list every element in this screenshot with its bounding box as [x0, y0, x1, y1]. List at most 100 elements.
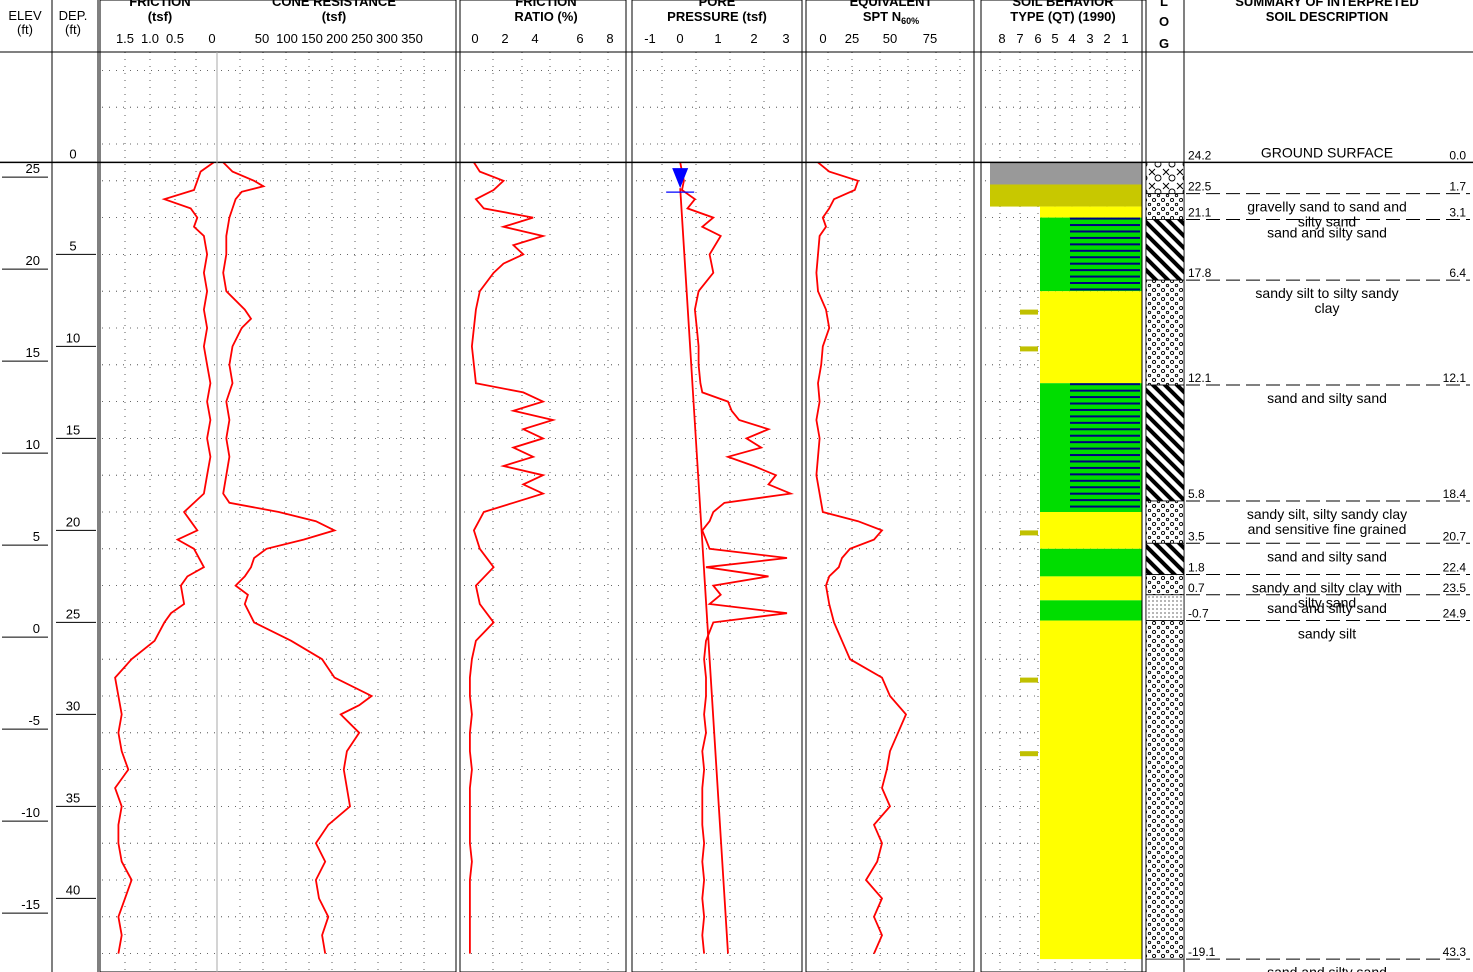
series-line — [222, 161, 374, 954]
friction-tick-label: 0 — [208, 31, 215, 46]
soil-behavior-streak — [1070, 441, 1140, 444]
groundwater-marker — [672, 168, 689, 189]
layer-top-elevation: -0.7 — [1188, 607, 1209, 621]
summary-unit: SOIL DESCRIPTION — [1266, 9, 1389, 24]
track-gridlines — [102, 52, 1142, 972]
friction-tick-label: 0.5 — [166, 31, 184, 46]
dep-header: DEP. — [59, 8, 88, 23]
soil-behavior-streak — [1070, 447, 1140, 450]
fr-tick-label: 4 — [531, 31, 538, 46]
soil-behavior-streak — [1070, 243, 1140, 246]
soil-behavior-band — [1040, 576, 1142, 601]
soil-behavior-streak — [1070, 434, 1140, 437]
elev-tick-label: 20 — [26, 253, 40, 268]
sbt-tick-label: 2 — [1103, 31, 1110, 46]
depth-tick-label: 5 — [69, 238, 76, 253]
soil-behavior-streak — [1070, 428, 1140, 431]
spt-tick-label: 75 — [923, 31, 937, 46]
soil-behavior-streak — [1070, 262, 1140, 265]
elev-unit: (ft) — [17, 22, 33, 37]
depth-tick-label: 10 — [66, 330, 80, 345]
fr-unit: RATIO (%) — [514, 9, 577, 24]
friction-header: FRICTION — [129, 0, 190, 9]
sbt-tick-label: 1 — [1121, 31, 1128, 46]
sbt-tick-label: 8 — [998, 31, 1005, 46]
cone-tick-label: 250 — [351, 31, 373, 46]
soil-behavior-band — [1040, 217, 1142, 292]
soil-behavior-streak — [1070, 466, 1140, 469]
layer-top-depth: 22.4 — [1443, 561, 1467, 575]
pore-tick-label: -1 — [644, 31, 656, 46]
track-border — [805, 0, 975, 972]
soil-behavior-streak — [1070, 421, 1140, 424]
layer-top-elevation: 21.1 — [1188, 205, 1212, 219]
layer-description: GROUND SURFACE — [1261, 144, 1393, 160]
layer-top-depth: 18.4 — [1443, 487, 1467, 501]
layer-description: sandy and silty clay with — [1252, 580, 1402, 596]
soil-behavior-band — [1040, 512, 1142, 549]
soil-behavior-streak — [1070, 256, 1140, 259]
layer-top-depth: 20.7 — [1443, 529, 1467, 543]
soil-behavior-streak — [1070, 505, 1140, 508]
soil-behavior-streak — [1070, 275, 1140, 278]
soil-behavior-streak — [1070, 389, 1140, 392]
log-layer — [1145, 594, 1185, 621]
layer-description: silty sand — [1298, 595, 1356, 611]
layer-top-elevation: 5.8 — [1188, 487, 1205, 501]
soil-behavior-streak — [1070, 460, 1140, 463]
layer-top-depth: 1.7 — [1449, 180, 1466, 194]
soil-behavior-streak — [1070, 492, 1140, 495]
log-layer — [1145, 193, 1185, 220]
log-layer — [1145, 620, 1185, 960]
soil-behavior-streak — [1070, 224, 1140, 227]
layer-top-elevation: 22.5 — [1188, 180, 1212, 194]
log-layer — [1145, 384, 1185, 502]
depth-tick-label: 40 — [66, 882, 80, 897]
soil-behavior-band — [1040, 291, 1142, 384]
log-layer — [1145, 574, 1185, 596]
depth-tick-label: 15 — [66, 422, 80, 437]
soil-behavior-streak — [1070, 236, 1140, 239]
log-layer — [1145, 219, 1185, 281]
soil-behavior-streak — [1070, 499, 1140, 502]
soil-behavior-streak — [1070, 217, 1140, 220]
layer-description: sandy silt, silty sandy clay — [1247, 506, 1407, 522]
spt-tick-label: 25 — [845, 31, 859, 46]
layer-description: sand and silty sand — [1267, 390, 1387, 406]
layer-top-depth: 24.9 — [1443, 607, 1467, 621]
elev-tick-label: 0 — [33, 621, 40, 636]
series-line — [114, 161, 215, 954]
layer-top-depth: 43.3 — [1443, 945, 1467, 959]
pore-header: PORE — [699, 0, 736, 9]
cone-tick-label: 50 — [255, 31, 269, 46]
cone-tick-label: 150 — [301, 31, 323, 46]
elev-tick-label: 25 — [26, 161, 40, 176]
elev-tick-label: 5 — [33, 529, 40, 544]
layer-description: and sensitive fine grained — [1248, 521, 1407, 537]
friction-tick-label: 1.5 — [116, 31, 134, 46]
log-header-l: L — [1160, 0, 1168, 9]
soil-behavior-streak — [1070, 473, 1140, 476]
soil-behavior-streak — [1070, 486, 1140, 489]
cone-tick-label: 300 — [376, 31, 398, 46]
fr-tick-label: 8 — [606, 31, 613, 46]
layer-top-elevation: 1.8 — [1188, 561, 1205, 575]
soil-behavior-streak — [1070, 383, 1140, 386]
layer-description: gravelly sand to sand and — [1247, 199, 1407, 215]
soil-behavior-streak — [1070, 402, 1140, 405]
layer-top-depth: 23.5 — [1443, 581, 1467, 595]
summary-header: SUMMARY OF INTERPRETED — [1235, 0, 1418, 9]
elev-header: ELEV — [8, 8, 42, 23]
sbt-header: SOIL BEHAVIOR — [1012, 0, 1114, 9]
cone-tick-label: 200 — [326, 31, 348, 46]
soil-behavior-marker — [1020, 677, 1038, 683]
soil-behavior-marker — [1020, 751, 1038, 757]
sbt-tick-label: 7 — [1016, 31, 1023, 46]
fr-tick-label: 6 — [576, 31, 583, 46]
elev-tick-label: 10 — [26, 437, 40, 452]
layer-top-elevation: 24.2 — [1188, 148, 1212, 162]
layer-top-elevation: 12.1 — [1188, 371, 1212, 385]
friction-tick-label: 1.0 — [141, 31, 159, 46]
depth-tick-label: 35 — [66, 790, 80, 805]
